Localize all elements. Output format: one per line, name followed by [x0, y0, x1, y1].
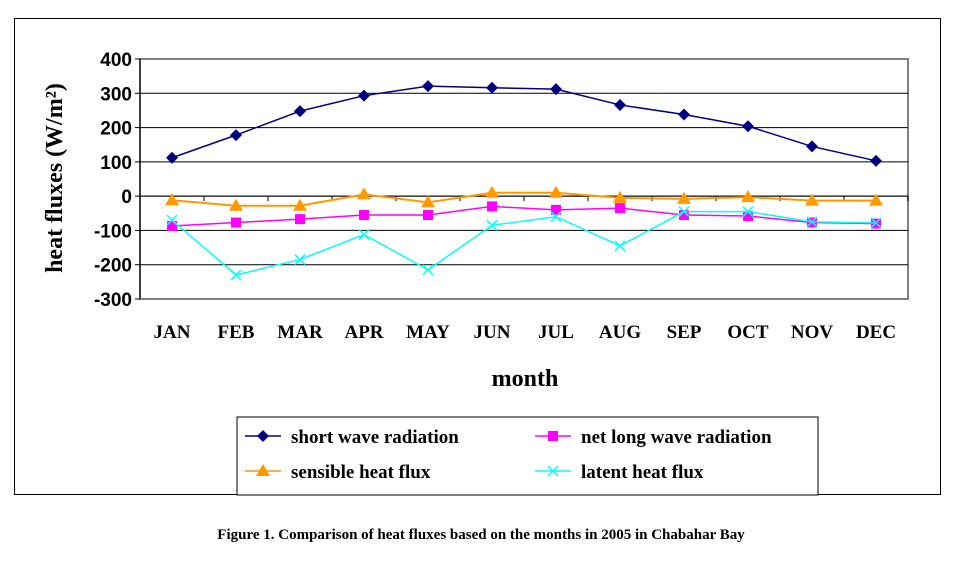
data-point [550, 83, 562, 96]
data-point [167, 220, 177, 231]
data-point [357, 187, 371, 200]
data-point [549, 185, 563, 198]
data-point [485, 185, 499, 198]
data-point [486, 219, 498, 231]
y-tick-label: 400 [100, 50, 132, 71]
plot-area [139, 58, 909, 300]
data-point [422, 80, 434, 93]
data-point [806, 216, 818, 228]
x-tick-label: OCT [727, 322, 769, 343]
data-point [294, 254, 306, 266]
series-line [171, 191, 876, 207]
y-tick-label: 300 [100, 84, 132, 105]
series-line [171, 85, 877, 162]
data-point [614, 240, 626, 252]
data-point [679, 210, 689, 220]
x-tick-label: DEC [856, 322, 896, 343]
data-point [229, 198, 243, 211]
y-tick-label: 0 [121, 187, 132, 208]
legend-item: latent heat flux [535, 462, 704, 483]
figure-caption: Figure 1. Comparison of heat fluxes base… [217, 527, 745, 543]
x-tick-label: AUG [599, 322, 641, 343]
x-tick-label: MAY [406, 322, 450, 343]
data-point [615, 203, 625, 214]
data-point [423, 210, 433, 220]
x-tick-label: JAN [154, 322, 191, 343]
data-point [742, 206, 754, 218]
data-point [293, 198, 307, 211]
data-point [551, 204, 561, 215]
series-latent-heat-flux [166, 206, 882, 281]
legend-marker [256, 464, 270, 476]
x-tick-label: FEB [218, 322, 255, 343]
data-point [806, 140, 818, 153]
data-point [743, 211, 753, 222]
x-tick-label: SEP [667, 322, 702, 343]
legend-label: short wave radiation [291, 427, 459, 448]
data-point [230, 129, 242, 142]
x-tick-label: MAR [277, 322, 323, 343]
legend-label: sensible heat flux [291, 462, 431, 483]
legend-item: sensible heat flux [245, 462, 431, 483]
series-line [171, 205, 877, 227]
data-point [870, 154, 882, 167]
data-point [422, 264, 434, 276]
y-tick-label: -100 [94, 221, 132, 242]
data-point [358, 89, 370, 102]
legend-item: short wave radiation [245, 427, 459, 448]
legend-marker [257, 430, 269, 442]
legend-item: net long wave radiation [535, 427, 772, 448]
legend-marker [547, 465, 559, 477]
data-point [487, 201, 497, 212]
series-short-wave-radiation [166, 80, 882, 167]
data-point [614, 98, 626, 111]
data-point [869, 193, 883, 206]
x-tick-label: JUL [538, 322, 574, 343]
legend [236, 416, 819, 496]
data-point [230, 269, 242, 281]
data-point [805, 193, 819, 206]
data-point [613, 190, 627, 203]
data-point [295, 214, 305, 225]
y-tick-label: -300 [94, 290, 132, 311]
legend-marker [548, 431, 558, 441]
series-sensible-heat-flux [165, 185, 883, 211]
x-axis-title: month [492, 366, 559, 392]
x-tick-label: JUN [474, 322, 511, 343]
y-axis-title: heat fluxes (W/m²) [42, 83, 68, 273]
data-point [741, 190, 755, 203]
legend-label: net long wave radiation [581, 427, 772, 448]
x-tick-label: NOV [791, 322, 834, 343]
data-point [678, 108, 690, 121]
data-point [486, 81, 498, 94]
data-point [294, 105, 306, 118]
data-point [742, 120, 754, 133]
data-point [166, 151, 178, 164]
data-point [166, 214, 178, 226]
data-point [231, 217, 241, 228]
data-point [870, 217, 882, 229]
data-point [677, 191, 691, 204]
data-point [550, 211, 562, 223]
series-line [171, 210, 877, 276]
data-point [358, 229, 370, 241]
legend-label: latent heat flux [581, 462, 704, 483]
data-point [359, 210, 369, 220]
y-tick-label: -200 [94, 256, 132, 277]
y-tick-label: 200 [100, 119, 132, 140]
y-tick-label: 100 [100, 153, 132, 174]
data-point [165, 193, 179, 206]
data-point [421, 195, 435, 208]
data-point [678, 206, 690, 218]
x-tick-label: APR [344, 322, 383, 343]
